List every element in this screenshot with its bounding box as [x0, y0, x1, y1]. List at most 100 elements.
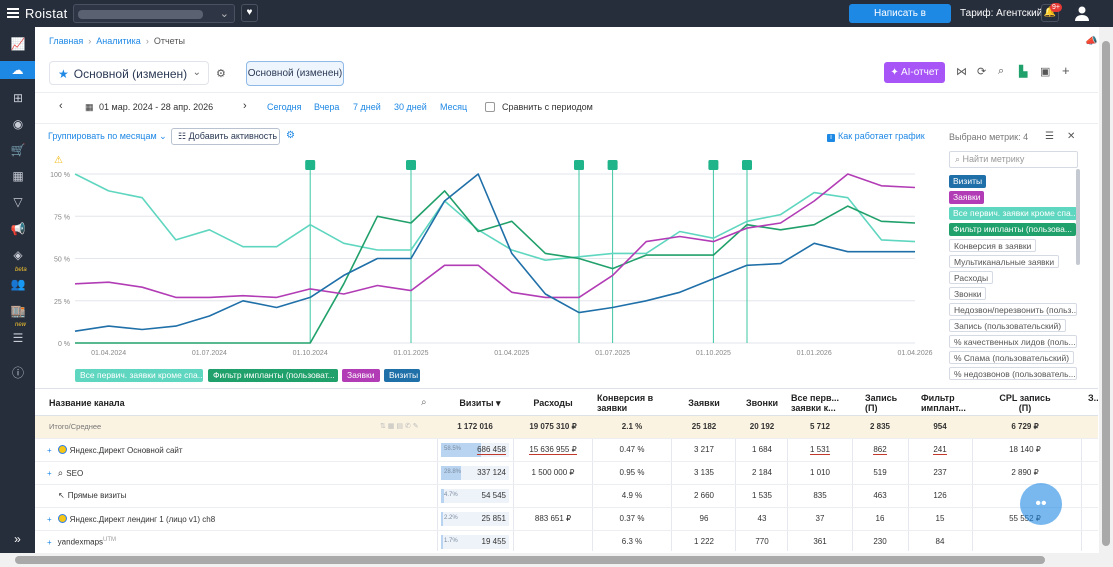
scroll-thumb[interactable] [15, 556, 1045, 564]
prev-period-icon[interactable]: ‹ [59, 100, 63, 112]
group-by-dropdown[interactable]: Группировать по месяцам ⌄ [48, 131, 167, 141]
channel-name[interactable]: ↖ Прямые визиты [47, 491, 126, 500]
sidebar-item-structure-icon[interactable]: ⊞ [12, 91, 24, 105]
report-selector[interactable]: ★ Основной (изменен) ⌄ [49, 61, 209, 85]
ai-report-button[interactable]: ✦ AI-отчет [884, 62, 945, 83]
sidebar-item-analytics-icon[interactable]: ☁ [0, 61, 35, 79]
col-booking[interactable]: Запись (П) [865, 393, 898, 413]
list-icon[interactable]: ☰ [1045, 131, 1054, 142]
add-activity-button[interactable]: ☷ Добавить активность [171, 128, 280, 145]
preset-month[interactable]: Месяц [440, 102, 468, 112]
sidebar-item-filter-icon[interactable]: ▽ [13, 195, 23, 209]
heart-icon[interactable]: ♥ [241, 4, 258, 22]
next-period-icon[interactable]: › [243, 100, 247, 112]
date-range[interactable]: 01 мар. 2024 - 28 апр. 2026 [99, 102, 214, 112]
metric-option[interactable]: Мультиканальные заявки [949, 255, 1060, 268]
share-icon[interactable]: ⋈ [956, 66, 967, 78]
sidebar-item-docs-icon[interactable]: ☰ [12, 331, 24, 345]
report-tab-button[interactable]: Основной (изменен) [246, 61, 344, 86]
expand-sidebar-icon[interactable]: » [0, 528, 35, 553]
metric-option[interactable]: % недозвонов (пользователь... [949, 367, 1077, 380]
metric-option[interactable]: Расходы [949, 271, 994, 284]
metric-selected-implants-filter[interactable]: Фильтр импланты (пользова... [949, 223, 1076, 236]
metric-option[interactable]: Недозвон/перезвонить (польз... [949, 303, 1077, 316]
sidebar-item-info-icon[interactable]: ⓘ [11, 366, 24, 380]
bell-icon[interactable]: 🔔 9+ [1041, 3, 1062, 22]
close-icon[interactable]: ✕ [1067, 131, 1076, 142]
col-visits[interactable]: Визиты ▾ [459, 398, 501, 408]
scroll-thumb[interactable] [1102, 41, 1110, 546]
megaphone-icon[interactable]: 📣 [1085, 36, 1098, 47]
gear-icon[interactable]: ⚙ [216, 68, 226, 80]
sidebar-item-layers-icon[interactable]: ◈ [13, 248, 23, 262]
menu-icon[interactable] [7, 8, 19, 18]
preset-7-days[interactable]: 7 дней [353, 102, 381, 112]
preset-yesterday[interactable]: Вчера [314, 102, 340, 112]
sidebar-item-leads-icon[interactable]: ◉ [12, 117, 24, 131]
legend-chip-visits[interactable]: Визиты [384, 369, 420, 382]
sidebar-item-users-icon[interactable]: 👥 [10, 277, 26, 291]
metric-option[interactable]: Звонки [949, 287, 987, 300]
star-icon[interactable]: ★ [58, 67, 69, 81]
compare-checkbox[interactable] [485, 102, 495, 112]
add-icon[interactable]: + [1062, 63, 1070, 78]
search-icon[interactable]: ⌕ [998, 65, 1005, 77]
channel-name[interactable]: + yandexmapsUTM [47, 537, 116, 547]
metric-selected-leads[interactable]: Заявки [949, 191, 985, 204]
legend-chip-leads[interactable]: Заявки [342, 369, 380, 382]
col-channel-name[interactable]: Название канала [49, 398, 125, 408]
expand-icon[interactable]: + [47, 515, 52, 524]
project-selector[interactable]: ⌄ [73, 4, 235, 23]
tariff-label[interactable]: Тариф: Агентский [960, 8, 1043, 19]
metrics-scrollbar[interactable] [1076, 169, 1080, 265]
how-it-works-link[interactable]: i Как работает график [827, 131, 925, 142]
metric-selected-visits[interactable]: Визиты [949, 175, 987, 188]
metric-option[interactable]: Запись (пользовательский) [949, 319, 1067, 332]
calendar-icon[interactable]: ▦ [85, 102, 94, 112]
col-cpl-booking[interactable]: CPL запись (П) [999, 393, 1051, 413]
col-leads[interactable]: Заявки [688, 398, 720, 408]
chart-settings-icon[interactable]: ⚙ [286, 130, 295, 141]
metric-option[interactable]: % качественных лидов (поль... [949, 335, 1077, 348]
legend-chip-primary-leads[interactable]: Все первич. заявки кроме спа... [75, 369, 203, 382]
channel-name[interactable]: + ⌕ SEO [47, 468, 83, 479]
sidebar-item-cart-icon[interactable]: 🛒 [10, 143, 26, 157]
col-next[interactable]: З... [1088, 393, 1098, 403]
vertical-scrollbar[interactable] [1099, 27, 1113, 553]
chat-widget-icon[interactable]: •• [1020, 483, 1062, 525]
expand-icon[interactable]: + [47, 446, 52, 455]
preset-30-days[interactable]: 30 дней [394, 102, 427, 112]
breadcrumb-analytics[interactable]: Аналитика [96, 36, 141, 46]
sidebar-item-megaphone-icon[interactable]: 📢 [10, 222, 26, 236]
preset-today[interactable]: Сегодня [267, 102, 302, 112]
channel-name[interactable]: + Яндекс.Директ лендинг 1 (лицо v1) ch8 [47, 514, 215, 524]
channel-name[interactable]: + Яндекс.Директ Основной сайт [47, 445, 183, 455]
table-row[interactable]: + ⌕ SEO 28.8% 337 124 1 500 000 ₽ 0.95 % 3 135 2… [35, 462, 1098, 485]
export-icon[interactable]: ▣ [1040, 66, 1051, 78]
sidebar-item-store-icon[interactable]: 🏬 [10, 304, 26, 318]
chart-icon[interactable]: ▙ [1019, 66, 1028, 78]
horizontal-scrollbar[interactable] [0, 553, 1113, 567]
metric-option[interactable]: Конверсия в заявки [949, 239, 1037, 252]
metric-option[interactable]: % Спама (пользовательский) [949, 351, 1075, 364]
support-button[interactable]: Написать в поддержку [849, 4, 951, 38]
table-row[interactable]: ↖ Прямые визиты 4.7% 54 545 4.9 % 2 660 1 535 8… [35, 485, 1098, 508]
col-costs[interactable]: Расходы [533, 398, 573, 408]
breadcrumb-home[interactable]: Главная [49, 36, 84, 46]
col-implants-filter[interactable]: Фильтр имплант... [921, 393, 966, 413]
col-primary-leads[interactable]: Все перв... заявки к... [791, 393, 839, 413]
expand-icon[interactable]: + [47, 537, 52, 547]
metric-selected-primary-leads[interactable]: Все первич. заявки кроме спа... [949, 207, 1077, 220]
legend-chip-implants-filter[interactable]: Фильтр импланты (пользоват... [208, 369, 338, 382]
search-icon[interactable]: ⌕ [421, 397, 427, 408]
user-icon[interactable] [1074, 5, 1090, 21]
sidebar-item-calendar-icon[interactable]: ▦ [12, 169, 24, 183]
col-conversion[interactable]: Конверсия в заявки [597, 393, 654, 413]
row-tools-icon[interactable]: ⇅ ▦ ▤ ✆ ✎ [380, 423, 419, 430]
table-row[interactable]: + Яндекс.Директ лендинг 1 (лицо v1) ch8 2.… [35, 508, 1098, 531]
table-row[interactable]: + yandexmapsUTM 1.7% 19 455 6.3 % 1 222 770 361… [35, 531, 1098, 551]
sidebar-item-dashboard-icon[interactable]: 📈 [10, 37, 26, 51]
metric-search-input[interactable]: ⌕ Найти метрику [949, 151, 1078, 168]
table-row[interactable]: + Яндекс.Директ Основной сайт 58.5% 686 458… [35, 439, 1098, 462]
col-calls[interactable]: Звонки [745, 398, 779, 408]
